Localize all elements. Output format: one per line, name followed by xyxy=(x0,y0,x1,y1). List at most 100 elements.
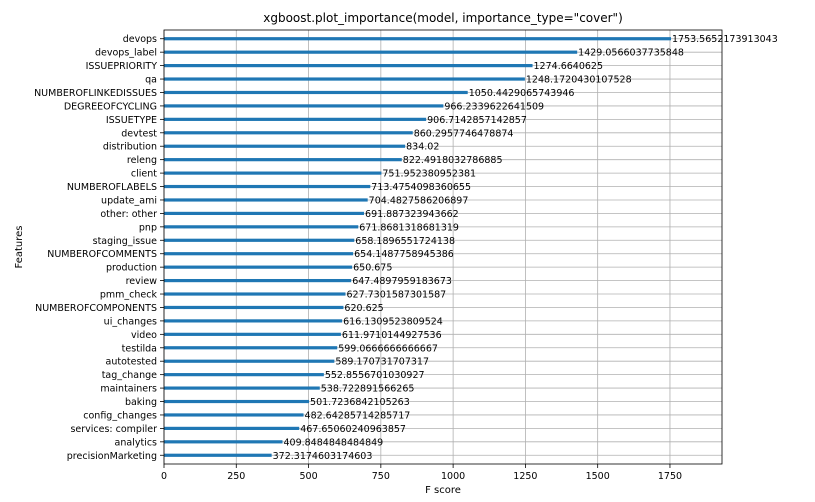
y-tick-label: video xyxy=(131,330,157,341)
y-tick-label: config_changes xyxy=(83,410,157,421)
y-tick-label: devops_label xyxy=(95,48,157,59)
bar-services-compiler xyxy=(164,426,300,430)
bar-distribution xyxy=(164,144,406,148)
bar-staging-issue xyxy=(164,238,355,242)
y-tick-label: devops xyxy=(123,34,157,45)
bar-ui-changes xyxy=(164,319,343,323)
bar-value-label: 834.02 xyxy=(406,142,439,153)
y-tick-label: staging_issue xyxy=(93,236,158,247)
bar-pmm-check xyxy=(164,292,346,296)
y-tick-label: review xyxy=(126,276,158,287)
y-tick-label: analytics xyxy=(115,437,158,448)
bar-value-label: 1429.0566037735848 xyxy=(578,48,684,59)
bar-issuetype xyxy=(164,117,427,121)
bar-other-other xyxy=(164,211,365,216)
bar-value-label: 1248.1720430107528 xyxy=(526,75,632,86)
bar-value-label: 1274.6640625 xyxy=(534,61,604,72)
bar-devtest xyxy=(164,131,413,135)
bar-tag-change xyxy=(164,373,324,377)
bar-baking xyxy=(164,399,310,404)
bar-value-label: 966.2339622641509 xyxy=(444,101,544,112)
bar-value-label: 372.3174603174603 xyxy=(273,451,373,462)
y-tick-label: precisionMarketing xyxy=(67,451,157,462)
y-tick-label: testilda xyxy=(122,343,157,354)
y-tick-label: NUMBEROFLABELS xyxy=(67,182,157,193)
bar-value-label: 611.9710144927536 xyxy=(342,330,442,341)
x-axis-label: F score xyxy=(425,485,461,496)
bar-value-label: 822.4918032786885 xyxy=(403,155,503,166)
y-tick-label: NUMBEROFLINKEDISSUES xyxy=(34,88,157,99)
bar-value-label: 409.8484848484849 xyxy=(283,437,383,448)
y-tick-label: NUMBEROFCOMPONENTS xyxy=(35,303,157,314)
bar-degreeofcycling xyxy=(164,104,444,108)
bar-value-label: 482.64285714285717 xyxy=(305,410,411,421)
bar-value-label: 627.7301587301587 xyxy=(346,290,446,301)
bar-devops-label xyxy=(164,50,578,54)
bar-devops xyxy=(164,37,671,41)
x-tick-label: 0 xyxy=(161,471,167,482)
bar-production xyxy=(164,265,353,269)
bar-value-label: 599.0666666666667 xyxy=(338,343,438,354)
y-tick-label: ISSUEPRIORITY xyxy=(86,61,158,72)
x-tick-label: 750 xyxy=(372,471,390,482)
x-tick-label: 1750 xyxy=(658,471,682,482)
y-tick-label: releng xyxy=(127,155,157,166)
y-tick-label: distribution xyxy=(103,142,157,153)
y-tick-label: qa xyxy=(145,75,157,86)
bar-value-label: 1753.5652173913043 xyxy=(672,34,778,45)
bar-value-label: 906.7142857142857 xyxy=(427,115,527,126)
chart-title: xgboost.plot_importance(model, importanc… xyxy=(263,11,623,25)
bars-group xyxy=(164,37,671,457)
bar-value-label: 1050.4429065743946 xyxy=(469,88,575,99)
bar-value-label: 650.675 xyxy=(353,263,392,274)
bar-value-label: 647.4897959183673 xyxy=(352,276,452,287)
bar-video xyxy=(164,332,341,336)
y-tick-label: maintainers xyxy=(100,384,157,395)
bar-autotested xyxy=(164,359,335,363)
x-tick-label: 1250 xyxy=(513,471,537,482)
y-tick-label: NUMBEROFCOMMENTS xyxy=(47,249,157,260)
y-tick-label: update_ami xyxy=(101,195,157,206)
bar-value-label: 713.4754098360655 xyxy=(371,182,471,193)
y-tick-label: other: other xyxy=(100,209,157,220)
y-tick-labels: devops devops_label ISSUEPRIORITY qa NUMBERO… xyxy=(34,34,164,462)
y-tick-label: autotested xyxy=(106,357,158,368)
bar-value-label: 501.7236842105263 xyxy=(310,397,410,408)
bar-numberoflinkedissues xyxy=(164,90,468,95)
bar-value-label: 467.65060240963857 xyxy=(300,424,406,435)
x-tick-label: 1000 xyxy=(441,471,465,482)
x-ticks: 0 250 500 750 1000 1250 1500 1750 xyxy=(161,464,682,482)
bar-value-label: 552.8556701030927 xyxy=(325,370,425,381)
y-tick-label: tag_change xyxy=(102,370,157,381)
bar-pnp xyxy=(164,225,359,229)
bar-value-label: 658.1896551724138 xyxy=(355,236,455,247)
value-labels: 1753.5652173913043 1429.0566037735848 1274… xyxy=(273,34,778,462)
bar-qa xyxy=(164,77,525,81)
y-tick-label: baking xyxy=(125,397,157,408)
y-tick-label: ISSUETYPE xyxy=(106,115,157,126)
bar-value-label: 751.952380952381 xyxy=(382,169,476,180)
bar-numberoflabels xyxy=(164,184,371,189)
y-tick-label: production xyxy=(106,263,157,274)
bar-numberofcomments xyxy=(164,252,354,256)
x-tick-label: 500 xyxy=(299,471,317,482)
bar-issuepriority xyxy=(164,64,533,68)
bar-value-label: 620.625 xyxy=(344,303,383,314)
bar-value-label: 691.887323943662 xyxy=(365,209,459,220)
y-tick-label: pmm_check xyxy=(100,290,158,301)
bar-config-changes xyxy=(164,413,304,417)
bar-client xyxy=(164,171,382,175)
bar-value-label: 671.8681318681319 xyxy=(359,222,459,233)
y-tick-label: client xyxy=(131,169,157,180)
bar-precisionmarketing xyxy=(164,453,272,457)
bar-testilda xyxy=(164,346,338,350)
y-tick-label: pnp xyxy=(139,222,157,233)
bar-value-label: 860.2957746478874 xyxy=(414,128,514,139)
y-tick-label: DEGREEOFCYCLING xyxy=(64,101,157,112)
y-tick-label: ui_changes xyxy=(104,316,157,327)
grid-lines xyxy=(163,30,722,464)
bar-maintainers xyxy=(164,386,320,390)
bar-value-label: 654.1487758945386 xyxy=(354,249,454,260)
bar-analytics xyxy=(164,440,283,444)
